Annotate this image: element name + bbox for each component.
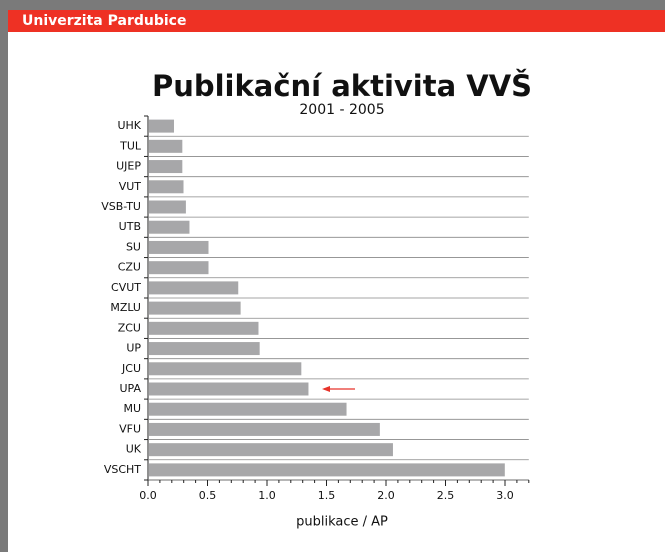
bar [149, 220, 190, 234]
y-tick-label: VUT [119, 180, 142, 193]
arrow-head [322, 386, 330, 392]
chart-subtitle: 2001 - 2005 [299, 102, 384, 118]
y-tick-label: UP [126, 342, 141, 355]
y-tick-label: MZLU [110, 301, 141, 314]
bar [149, 139, 183, 153]
chart-title: Publikační aktivita VVŠ [152, 69, 532, 103]
y-tick-label: UPA [119, 382, 141, 395]
y-tick-label: VSB-TU [101, 200, 141, 213]
bar [149, 261, 209, 275]
y-tick-label: SU [126, 240, 141, 253]
x-tick-label: 0.5 [199, 489, 217, 502]
bar [149, 422, 380, 436]
bar [149, 119, 174, 133]
y-tick-label: VSCHT [104, 463, 141, 476]
y-tick-label: UJEP [116, 160, 141, 173]
bar [149, 443, 393, 457]
bar [149, 180, 184, 194]
bar [149, 362, 302, 376]
y-tick-label: JCU [121, 362, 141, 375]
bar [149, 321, 259, 335]
x-tick-label: 2.0 [377, 489, 395, 502]
left-border [0, 0, 8, 552]
y-tick-label: UTB [119, 220, 141, 233]
header-bar [8, 10, 665, 32]
y-tick-label: ZCU [118, 321, 141, 334]
y-tick-label: CVUT [111, 281, 141, 294]
bar [149, 301, 241, 315]
y-tick-label: CZU [118, 261, 141, 274]
bar [149, 342, 260, 356]
header-title: Univerzita Pardubice [22, 13, 186, 29]
y-tick-label: VFU [119, 422, 141, 435]
bar [149, 200, 186, 214]
bar [149, 281, 239, 295]
bar [149, 160, 183, 174]
y-tick-label: UHK [117, 119, 141, 132]
x-tick-label: 1.5 [318, 489, 336, 502]
bar [149, 382, 309, 396]
top-border [0, 0, 665, 10]
y-tick-label: UK [126, 443, 142, 456]
x-tick-label: 1.0 [258, 489, 276, 502]
x-axis-label: publikace / AP [296, 515, 388, 530]
bar [149, 402, 347, 416]
y-tick-label: MU [123, 402, 141, 415]
bar [149, 240, 209, 254]
y-tick-label: TUL [119, 139, 142, 152]
bar [149, 463, 505, 477]
x-tick-label: 2.5 [437, 489, 455, 502]
x-tick-label: 0.0 [139, 489, 157, 502]
x-tick-label: 3.0 [496, 489, 514, 502]
